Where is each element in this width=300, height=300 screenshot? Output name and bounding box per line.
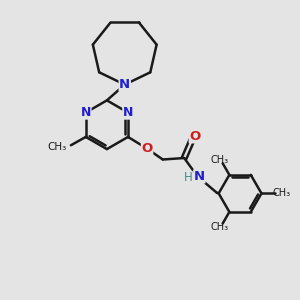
Text: H: H <box>184 171 192 184</box>
Text: CH₃: CH₃ <box>47 142 67 152</box>
Text: CH₃: CH₃ <box>272 188 290 198</box>
Text: CH₃: CH₃ <box>210 222 229 232</box>
Text: O: O <box>189 130 200 143</box>
Text: N: N <box>123 106 133 119</box>
Text: N: N <box>194 170 205 183</box>
Text: CH₃: CH₃ <box>210 155 229 165</box>
Text: O: O <box>141 142 153 155</box>
Text: N: N <box>81 106 91 119</box>
Text: N: N <box>119 78 130 91</box>
